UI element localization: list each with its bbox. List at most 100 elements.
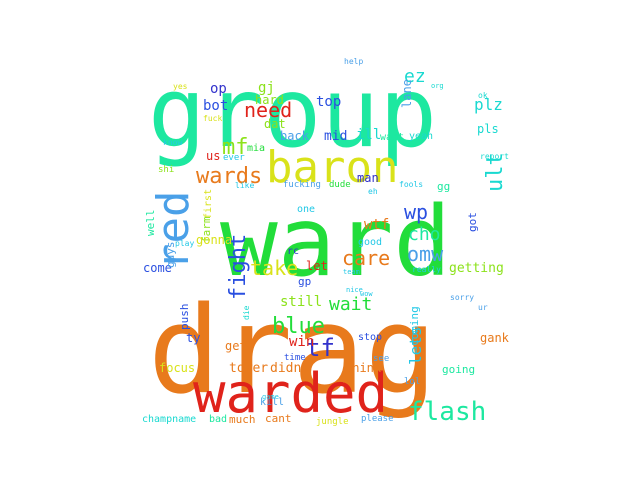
word-getting: getting [449,261,504,276]
word-mia: mia [247,143,265,154]
word-need: need [244,98,292,122]
word-ill: ill [356,127,381,143]
word-top: top [316,94,341,110]
word-really: really [412,265,441,274]
word-plz: plz [474,95,503,114]
word-play: play [175,239,194,248]
word-focus: focus [159,361,195,375]
word-ult: ult [483,152,508,192]
word-ty: ty [186,331,200,345]
word-yeah: yeah [409,131,433,142]
word-gank: gank [480,331,510,345]
word-eh: eh [368,187,378,196]
word-back: back [280,129,310,143]
word-come: come [143,261,172,275]
word-know: know [163,138,182,147]
word-time: time [284,353,306,363]
word-let: let [306,259,328,273]
word-fools: fools [399,180,423,189]
word-cho: cho [408,224,441,245]
word-one: one [297,204,315,215]
word-got: got [466,212,479,232]
word-team: team [343,268,360,276]
word-coming: coming [408,306,421,346]
word-warded: warded [193,362,388,425]
word-wp: wp [404,200,428,224]
word-gg: gg [437,180,450,193]
word-lol: lol [404,377,420,387]
word-take: take [250,256,298,280]
word-man: man [357,171,379,185]
word-hard: hard [255,93,284,107]
word-tf: tf [306,334,335,362]
word-flash: flash [408,397,486,427]
word-fuck: fuck [203,114,222,123]
word-please: please [361,414,394,424]
word-wait: wait [329,294,372,315]
word-us: us [206,149,220,163]
word-like: like [235,181,254,190]
word-stop: stop [358,332,382,343]
word-baron: baron [266,142,398,193]
word-want: want [380,132,404,143]
word-yes: yes [173,82,188,91]
word-die: die [242,305,251,320]
word-pls: pls [477,122,499,136]
word-ok: ok [478,91,488,100]
word-omw: omw [407,242,444,266]
word-mid: mid [324,129,347,144]
word-mf: mf [222,135,249,160]
word-ez: ez [404,66,426,87]
word-lets: lets [406,326,425,365]
word-wtf: wtf [364,217,389,233]
word-tower: tower [229,361,268,376]
word-think: think [345,361,382,375]
word-shi: shi [158,165,174,175]
word-wards: wards [196,164,262,189]
word-see: see [373,354,389,364]
word-care: care [342,246,390,270]
word-win: win [289,334,314,350]
word-kill: kill [260,397,284,408]
word-jungle: jungle [316,417,349,427]
word-nice: nice [346,286,363,294]
word-guys: guys [164,242,177,269]
word-report: report [480,152,509,161]
word-gp: gp [298,275,311,288]
word-rc: rc [287,246,299,257]
word-dat: dat [264,117,286,131]
word-get: get [225,339,247,353]
word-gj: gj [258,80,275,96]
word-org: org [431,82,444,90]
word-going: going [442,363,475,376]
word-much: much [229,413,256,426]
word-ever: ever [223,153,245,163]
word-wow: wow [360,290,373,298]
word-didnt: didnt [270,361,309,376]
word-lane: lane [400,79,414,108]
word-champname: champname [142,414,196,425]
word-still: still [280,294,322,310]
word-well: well [144,210,157,237]
word-red: red [148,191,199,270]
word-cant: cant [265,412,292,425]
word-op: op [210,81,227,97]
word-fucking: fucking [283,180,321,190]
word-dude: dude [329,180,351,190]
word-help: help [344,57,363,66]
word-group: group [148,57,437,169]
word-ward: ward [220,186,451,298]
word-fight: fight [226,234,251,300]
word-push: push [178,304,191,331]
word-farm: farm [200,216,213,243]
word-gonna: gonna [196,233,232,247]
word-drag: drag [148,282,437,421]
word-first: first [203,189,214,219]
word-good: good [358,237,382,248]
word-game: game [262,393,279,401]
word-ur: ur [478,303,488,312]
word-bot: bot [203,98,228,114]
word-bad: bad [209,414,227,425]
word-sorry: sorry [450,293,474,302]
